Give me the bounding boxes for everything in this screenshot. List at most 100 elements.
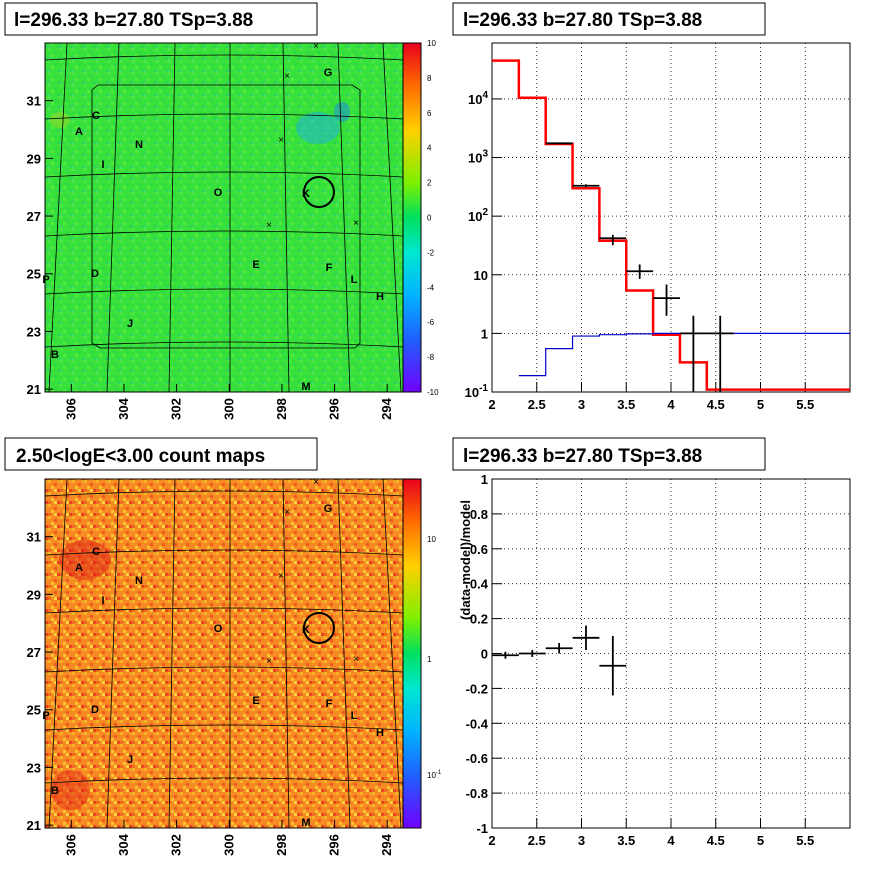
- count-map-title-box: [4, 437, 318, 471]
- x-tick-label: 4: [667, 833, 675, 848]
- grid-meridian-line: [282, 42, 290, 393]
- residual-map-survey-boundary: [91, 84, 361, 349]
- count-map-title: 2.50<logE<3.00 count maps: [16, 446, 265, 467]
- marker-cross: ×: [313, 41, 319, 52]
- x-tick-label: 294: [379, 397, 394, 419]
- colorbar-tick-label: -2: [427, 248, 435, 257]
- x-tick-label: 302: [169, 398, 184, 420]
- source-label-m: M: [301, 381, 310, 393]
- colorbar-tick-label: 10: [427, 39, 436, 48]
- y-tick-label: 27: [27, 209, 41, 224]
- source-label-p: P: [42, 274, 49, 286]
- source-label-c: C: [92, 110, 100, 122]
- residual-map-title: l=296.33 b=27.80 TSp=3.88: [14, 10, 253, 31]
- x-tick-label: 306: [63, 398, 78, 420]
- count-map-y-ticks: 31 29 27 25 23 21: [27, 530, 53, 833]
- residual-map-colorbar: [402, 42, 422, 393]
- source-label-k: K: [302, 624, 310, 636]
- x-tick-label: 2.5: [528, 833, 546, 848]
- residual-map-source-labels: A B C D E F G H I J K L M N O P: [42, 67, 384, 393]
- marker-cross: ×: [353, 654, 359, 665]
- colorbar-tick-label: -4: [427, 283, 435, 292]
- source-label-e: E: [252, 259, 259, 271]
- source-label-p: P: [42, 710, 49, 722]
- y-tick-label: 104: [468, 90, 488, 107]
- colorbar-tick-label: -10: [427, 388, 439, 397]
- colorbar-tick-label: 4: [427, 144, 432, 153]
- colorbar-tick-label: 2: [427, 179, 432, 188]
- source-label-g: G: [324, 503, 333, 515]
- y-tick-label: -0.8: [466, 786, 488, 801]
- x-tick-label: 296: [327, 834, 342, 856]
- colorbar-tick-label: 10: [427, 535, 436, 544]
- y-tick-label: 0.4: [470, 577, 489, 592]
- x-tick-label: 300: [221, 398, 236, 420]
- colorbar-tick-label: -6: [427, 318, 435, 327]
- residual-map-cool-patch: [50, 102, 350, 144]
- y-tick-label: 21: [27, 818, 41, 833]
- y-tick-label: 1: [481, 326, 488, 341]
- source-label-o: O: [214, 187, 223, 199]
- residual-ratio-plot-area: [491, 478, 851, 829]
- x-tick-label: 2: [488, 833, 495, 848]
- grid-parallel-line: [44, 777, 404, 784]
- residual-map-y-ticks: 31 29 27 25 23 21: [27, 94, 53, 397]
- x-tick-label: 304: [116, 397, 131, 419]
- residual-map-x-ticks: 306 304 302 300 298 296 294: [63, 384, 394, 420]
- source-label-a: A: [75, 562, 83, 574]
- y-tick-label: 103: [468, 149, 488, 166]
- grid-meridian-line: [106, 478, 120, 829]
- grid-meridian-line: [337, 42, 351, 393]
- x-tick-label: 5.5: [796, 397, 814, 412]
- grid-meridian-line: [168, 42, 176, 393]
- source-label-o: O: [214, 623, 223, 635]
- residual-map-plot-area: [44, 42, 404, 393]
- source-label-d: D: [91, 268, 99, 280]
- y-tick-label: -1: [476, 821, 488, 836]
- y-tick-label: 0.8: [470, 507, 488, 522]
- y-tick-label: 29: [27, 151, 41, 166]
- y-tick-label: 21: [27, 382, 41, 397]
- source-label-c: C: [92, 546, 100, 558]
- y-tick-label: -0.6: [466, 751, 488, 766]
- count-map-plot-area: [44, 478, 404, 829]
- residual-map-colorbar-ticks: 10 8 6 4 2 0 -2 -4 -6 -8 -10: [427, 39, 439, 397]
- y-tick-label: 23: [27, 324, 41, 339]
- grid-meridian-line: [48, 478, 68, 829]
- count-map-markers: × × × × ×: [266, 477, 359, 667]
- marker-cross: ×: [266, 220, 272, 231]
- source-label-d: D: [91, 704, 99, 716]
- y-tick-label: 10: [474, 268, 488, 283]
- x-tick-label: 3.5: [617, 397, 635, 412]
- source-label-f: F: [326, 698, 333, 710]
- model-histogram-line: [492, 59, 850, 391]
- source-label-n: N: [135, 575, 143, 587]
- y-tick-label: -0.2: [466, 681, 488, 696]
- source-label-a: A: [75, 126, 83, 138]
- grid-parallel-line: [44, 341, 404, 348]
- count-map-source-labels: A B C D E F G H I J K L M N O P: [42, 503, 384, 829]
- y-tick-label: 10-1: [465, 383, 489, 400]
- source-label-g: G: [324, 67, 333, 79]
- grid-meridian-line: [168, 478, 176, 829]
- residual-map-markers: × × × × ×: [266, 41, 359, 231]
- grid-meridian-line: [48, 42, 68, 393]
- x-tick-label: 3.5: [617, 833, 635, 848]
- source-label-l: L: [351, 710, 358, 722]
- x-tick-label: 3: [578, 833, 585, 848]
- x-tick-label: 302: [169, 834, 184, 856]
- source-label-m: M: [301, 817, 310, 829]
- grid-parallel-line: [44, 607, 404, 614]
- colorbar-tick-label: 10-1: [427, 770, 442, 780]
- source-label-i: I: [101, 595, 104, 607]
- x-tick-label: 2.5: [528, 397, 546, 412]
- marker-cross: ×: [278, 571, 284, 582]
- y-tick-label: 31: [27, 94, 41, 109]
- x-tick-label: 298: [274, 398, 289, 420]
- x-tick-label: 4.5: [707, 833, 725, 848]
- y-tick-label: 25: [27, 267, 41, 282]
- grid-meridian-line: [282, 478, 290, 829]
- grid-parallel-line: [44, 666, 404, 673]
- y-tick-label: 27: [27, 645, 41, 660]
